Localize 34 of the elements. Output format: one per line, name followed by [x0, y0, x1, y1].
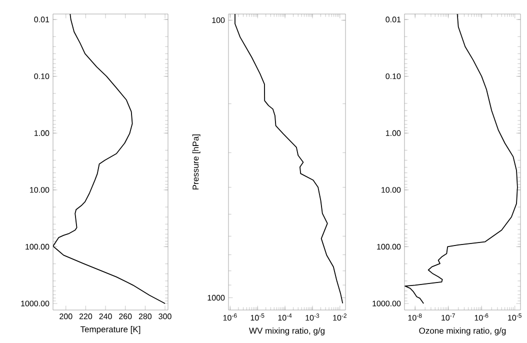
- x-tick-label: 220: [79, 314, 92, 320]
- x-tick-label: 10$^{-2}$: [333, 314, 346, 321]
- y-tick-label: 1000.00: [21, 300, 50, 306]
- y-tick-label: 1000.00: [372, 300, 401, 306]
- x-tick-label: 10$^{-3}$: [306, 314, 320, 321]
- y-axis-title: Pressure [hPa]: [192, 134, 200, 190]
- y-tick-label: 10.00: [382, 187, 401, 193]
- y-tick-label: 0.01: [34, 16, 50, 22]
- x-tick-label: 200: [60, 314, 72, 320]
- x-tick-label: 260: [119, 314, 132, 320]
- x-tick-label: 10$^{-4}$: [278, 314, 292, 321]
- x-tick-label: 10$^{-5}$: [508, 314, 522, 321]
- x-axis-title: WV mixing ratio, g/g: [249, 327, 324, 336]
- x-tick-label: 240: [99, 314, 112, 320]
- y-tick-label: 0.10: [386, 73, 401, 80]
- y-tick-label: 0.10: [34, 73, 50, 80]
- y-tick-label: 1000: [208, 294, 225, 301]
- x-axis-title: Ozone mixing ratio, g/g: [419, 327, 506, 336]
- y-tick-label: 100.00: [377, 244, 401, 250]
- x-tick-label: 10$^{-7}$: [442, 314, 455, 321]
- y-tick-label: 0.01: [386, 16, 401, 22]
- y-tick-label: 1.00: [34, 130, 50, 136]
- y-tick-label: 100: [212, 17, 225, 24]
- x-tick-label: 280: [138, 314, 152, 320]
- x-tick-label: 10$^{-6}$: [223, 314, 237, 321]
- x-axis-title: Temperature [K]: [80, 326, 140, 334]
- y-tick-label: 1.00: [386, 130, 401, 136]
- x-tick-label: 10$^{-5}$: [250, 314, 264, 321]
- x-tick-label: 10$^{-8}$: [408, 314, 422, 321]
- x-tick-label: 300: [158, 314, 172, 320]
- y-tick-label: 10.00: [30, 187, 50, 193]
- x-tick-label: 10$^{-6}$: [474, 314, 488, 321]
- y-tick-label: 100.00: [26, 244, 50, 250]
- line-series: [53, 14, 166, 304]
